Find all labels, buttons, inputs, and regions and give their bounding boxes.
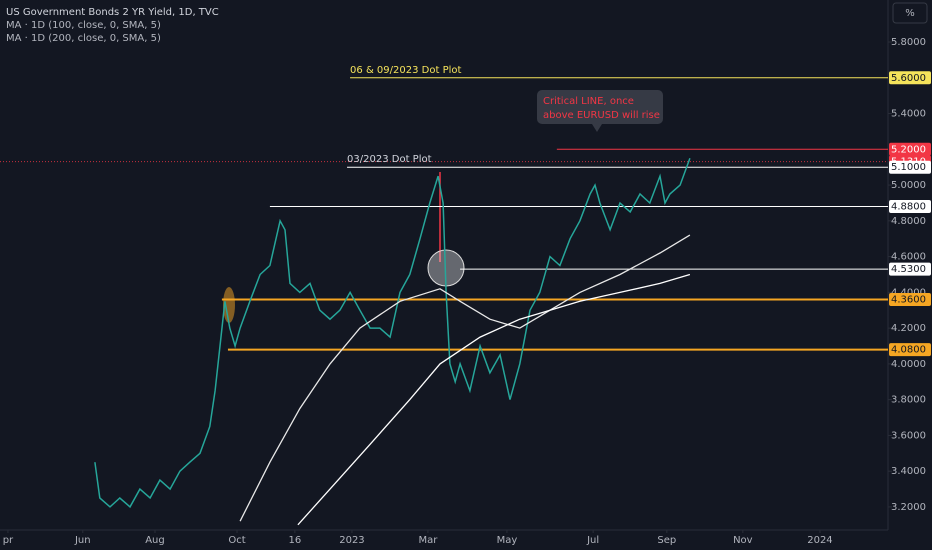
callout-text: above EURUSD will rise xyxy=(543,110,660,121)
level-text: 06 & 09/2023 Dot Plot xyxy=(350,65,461,76)
level-tag xyxy=(889,142,931,156)
x-tick-label: Oct xyxy=(228,535,245,546)
y-tick-label: 4.6000 xyxy=(891,252,926,263)
x-tick-label: 2023 xyxy=(339,535,364,546)
price-line xyxy=(94,157,691,509)
level-tag xyxy=(889,343,931,357)
x-tick-label: pr xyxy=(3,535,14,546)
legend-entry: MA · 1D (100, close, 0, SMA, 5) xyxy=(6,20,161,31)
y-tick-label: 3.8000 xyxy=(891,395,926,406)
y-tick-label: 3.2000 xyxy=(891,502,926,513)
x-tick-label: Jun xyxy=(74,535,91,546)
callout-text: Critical LINE, once xyxy=(543,96,634,107)
y-tick-label: 4.4000 xyxy=(891,287,926,298)
x-tick-label: Mar xyxy=(418,535,438,546)
x-tick-label: Jul xyxy=(586,535,599,546)
unit-label: % xyxy=(905,8,915,19)
x-tick-label: Sep xyxy=(657,535,676,546)
y-tick-label: 5.8000 xyxy=(891,37,926,48)
level-tag xyxy=(889,160,931,174)
level-tag-label: 4.8800 xyxy=(891,202,926,213)
y-tick-label: 5.4000 xyxy=(891,109,926,120)
x-tick-label: 2024 xyxy=(807,535,832,546)
y-tick-label: 4.0000 xyxy=(891,359,926,370)
y-tick-label: 4.2000 xyxy=(891,323,926,334)
chart-title: US Government Bonds 2 YR Yield, 1D, TVC xyxy=(6,7,219,18)
level-tag xyxy=(889,200,931,214)
y-tick-label: 3.6000 xyxy=(891,430,926,441)
level-tag-label: 5.6000 xyxy=(891,73,926,84)
level-tag-label: 5.1000 xyxy=(891,162,926,173)
level-tag xyxy=(889,262,931,276)
x-tick-label: May xyxy=(497,535,518,546)
callout-box xyxy=(537,90,663,124)
level-tag-label: 4.3600 xyxy=(891,295,926,306)
unit-box xyxy=(892,2,928,24)
x-tick-label: 16 xyxy=(288,535,301,546)
level-tag-label: 5.2000 xyxy=(891,144,926,155)
y-tick-label: 3.4000 xyxy=(891,466,926,477)
x-tick-label: Aug xyxy=(145,535,165,546)
callout-pointer xyxy=(592,124,602,132)
level-tag xyxy=(889,293,931,307)
highlight-ellipse xyxy=(223,287,235,323)
x-tick-label: Nov xyxy=(733,535,753,546)
level-tag-label: 4.0800 xyxy=(891,345,926,356)
level-tag-label: 4.5300 xyxy=(891,264,926,275)
level-tag xyxy=(889,71,931,85)
legend-entry: MA · 1D (200, close, 0, SMA, 5) xyxy=(6,33,161,44)
moving-average xyxy=(239,234,691,522)
y-tick-label: 5.0000 xyxy=(891,180,926,191)
moving-average xyxy=(297,273,691,526)
y-tick-label: 4.8000 xyxy=(891,216,926,227)
level-text: 03/2023 Dot Plot xyxy=(347,154,432,165)
